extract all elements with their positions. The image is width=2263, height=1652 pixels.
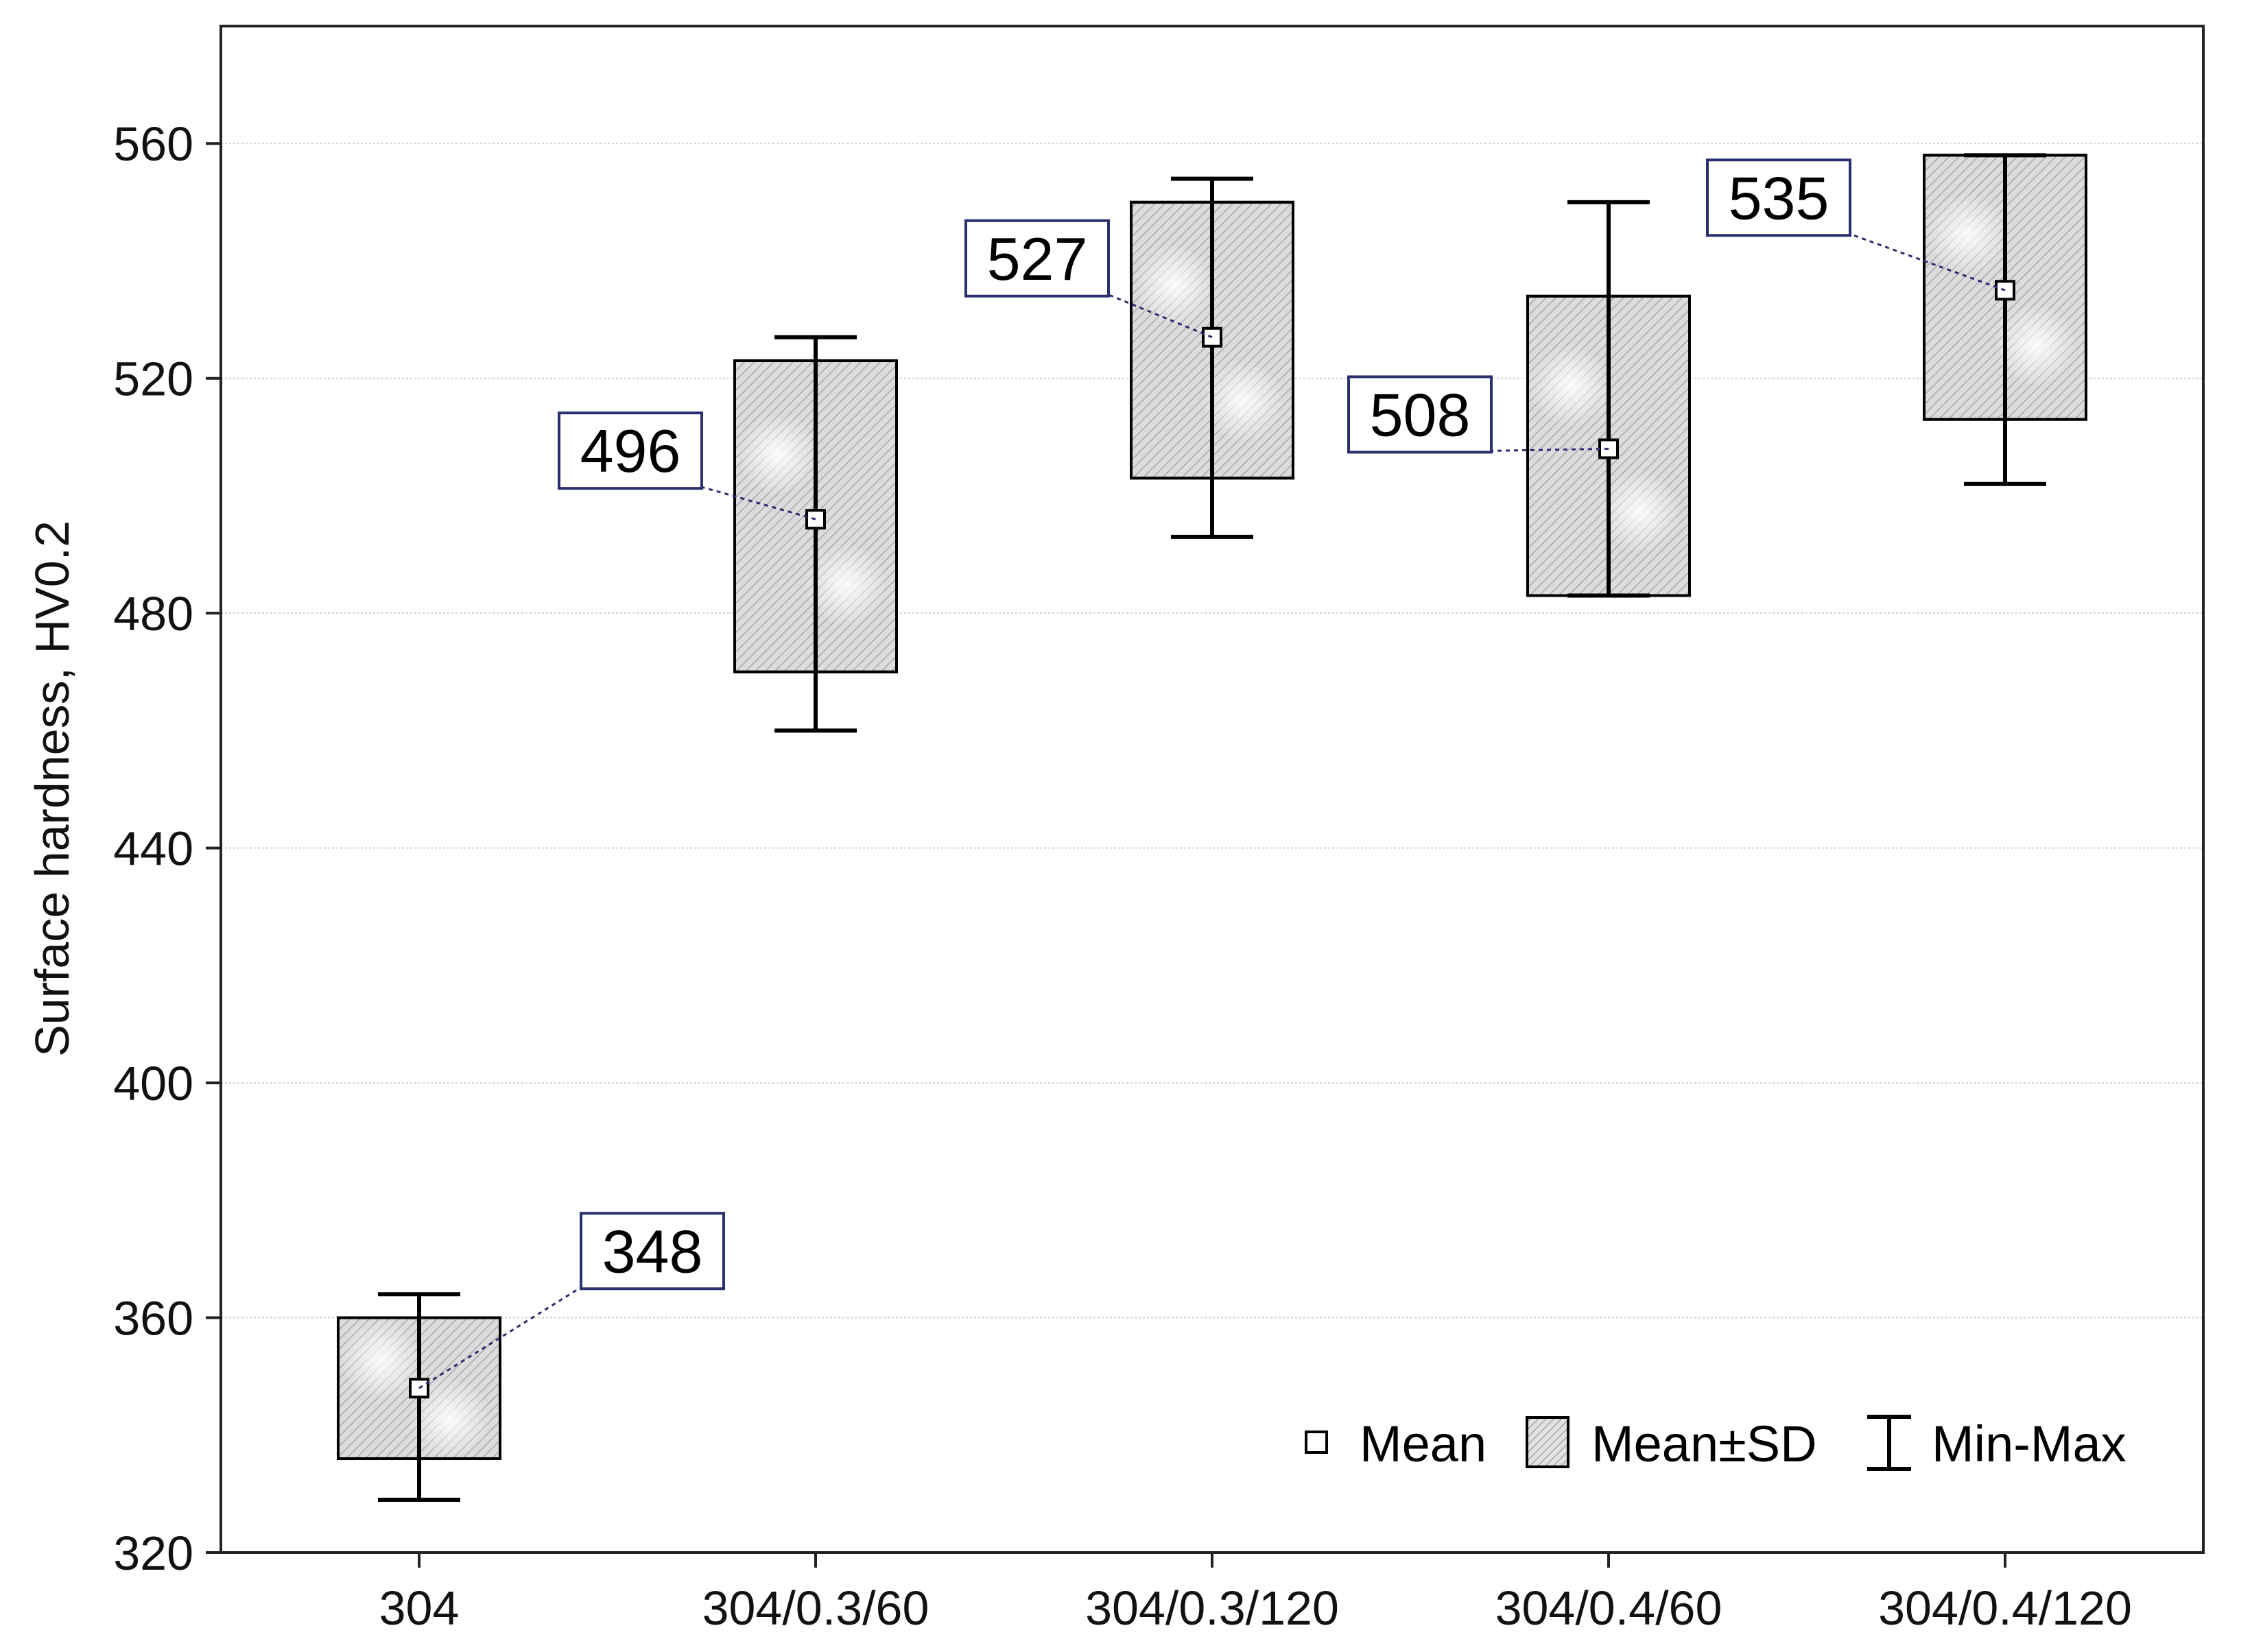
legend-mean-marker <box>1305 1430 1328 1454</box>
callout-box <box>1347 375 1493 454</box>
callout-leader <box>1849 232 2006 291</box>
callout-box <box>558 411 703 490</box>
callout-label: 496 <box>580 417 681 485</box>
x-tick-label: 304/0.3/60 <box>702 1581 929 1635</box>
callout-box <box>964 219 1110 298</box>
box-group <box>1526 200 1691 598</box>
annotations: 348 496 527 508 535 <box>418 158 2006 1389</box>
y-tick-label: 480 <box>113 587 193 641</box>
callout-label: 348 <box>602 1217 703 1285</box>
box-highlight <box>1926 193 2009 276</box>
box-group <box>1130 176 1294 539</box>
y-axis-title: Surface hardness, HV0.2 <box>25 520 79 1057</box>
callout-leader <box>1491 447 1609 452</box>
callout-label: 535 <box>1729 164 1829 232</box>
box-highlight <box>1598 470 1681 553</box>
mean-callout: 496 <box>558 411 816 520</box>
y-axis-ticks: 320 360 400 440 480 520 560 <box>113 117 221 1580</box>
box-highlight <box>340 1319 423 1402</box>
box-highlight <box>1133 243 1216 326</box>
box-highlight <box>737 413 819 496</box>
boxes <box>337 153 2087 1502</box>
callout-leader <box>701 486 816 520</box>
x-tick-label: 304/0.3/120 <box>1085 1581 1339 1635</box>
y-tick-label: 560 <box>113 117 193 171</box>
x-tick-label: 304 <box>379 1581 460 1635</box>
legend: Mean Mean±SD Min-Max <box>1305 1415 2126 1472</box>
callout-label: 527 <box>987 225 1088 293</box>
box-highlight <box>409 1378 491 1461</box>
box-group <box>1923 153 2087 486</box>
box-highlight <box>805 543 888 626</box>
legend-minmax-icon <box>1867 1415 1911 1471</box>
legend-sd-label: Mean±SD <box>1591 1415 1817 1472</box>
box-highlight <box>1202 359 1284 442</box>
y-tick-label: 320 <box>113 1527 193 1580</box>
y-tick-label: 440 <box>113 822 193 876</box>
mean-callout: 508 <box>1347 375 1609 454</box>
box-group <box>733 335 898 733</box>
mean-callout: 535 <box>1706 158 2006 291</box>
callout-box <box>1706 158 1851 237</box>
legend-minmax-label: Min-Max <box>1932 1415 2126 1472</box>
y-tick-label: 400 <box>113 1057 193 1110</box>
mean-callout: 348 <box>418 1212 725 1389</box>
x-axis-ticks: 304 304/0.3/60 304/0.3/120 304/0.4/60 304/0.… <box>379 1553 2132 1635</box>
x-tick-label: 304/0.4/60 <box>1495 1581 1722 1635</box>
mean-marker <box>1995 280 2015 301</box>
callout-leader <box>418 1286 582 1389</box>
legend-mean-label: Mean <box>1360 1415 1486 1472</box>
y-tick-label: 360 <box>113 1292 193 1345</box>
callout-leader <box>1108 294 1213 339</box>
callout-label: 508 <box>1370 381 1471 448</box>
y-tick-label: 520 <box>113 352 193 406</box>
box-highlight <box>1995 304 2077 387</box>
mean-callout: 527 <box>964 219 1213 339</box>
box-highlight <box>1530 344 1612 427</box>
legend-sd-swatch <box>1526 1416 1569 1468</box>
callout-box <box>580 1212 725 1291</box>
box-group <box>337 1292 501 1502</box>
gridlines <box>221 143 2203 1319</box>
x-tick-label: 304/0.4/120 <box>1878 1581 2132 1635</box>
